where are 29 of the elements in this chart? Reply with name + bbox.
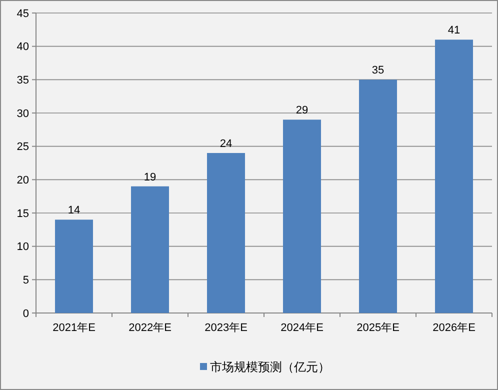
legend-label: 市场规模预测（亿元） [210, 360, 330, 374]
data-label: 19 [144, 171, 156, 184]
data-label: 24 [220, 138, 232, 150]
data-label: 29 [296, 104, 308, 117]
data-label: 41 [448, 24, 460, 37]
x-tick-label: 2025年E [356, 322, 400, 334]
bar [55, 220, 93, 313]
bar [435, 40, 473, 313]
x-tick-label: 2021年E [52, 322, 96, 334]
data-label: 14 [68, 204, 80, 217]
y-tick-label: 45 [16, 8, 29, 20]
y-tick-label: 35 [16, 74, 29, 87]
y-tick-label: 20 [16, 174, 29, 187]
bar [131, 186, 169, 313]
data-label: 35 [372, 64, 384, 77]
y-tick-label: 15 [16, 208, 29, 220]
y-tick-label: 5 [22, 274, 29, 287]
x-tick-label: 2024年E [280, 322, 324, 334]
x-tick-label: 2026年E [432, 322, 476, 334]
y-tick-label: 25 [16, 141, 29, 154]
y-tick-label: 10 [16, 241, 29, 254]
bar [207, 153, 245, 313]
bar [359, 80, 397, 313]
x-tick-label: 2022年E [128, 322, 172, 334]
x-tick-label: 2023年E [204, 322, 248, 334]
y-tick-label: 0 [22, 308, 29, 320]
bar [283, 120, 321, 313]
y-tick-label: 30 [16, 108, 29, 120]
y-tick-label: 40 [16, 41, 29, 54]
